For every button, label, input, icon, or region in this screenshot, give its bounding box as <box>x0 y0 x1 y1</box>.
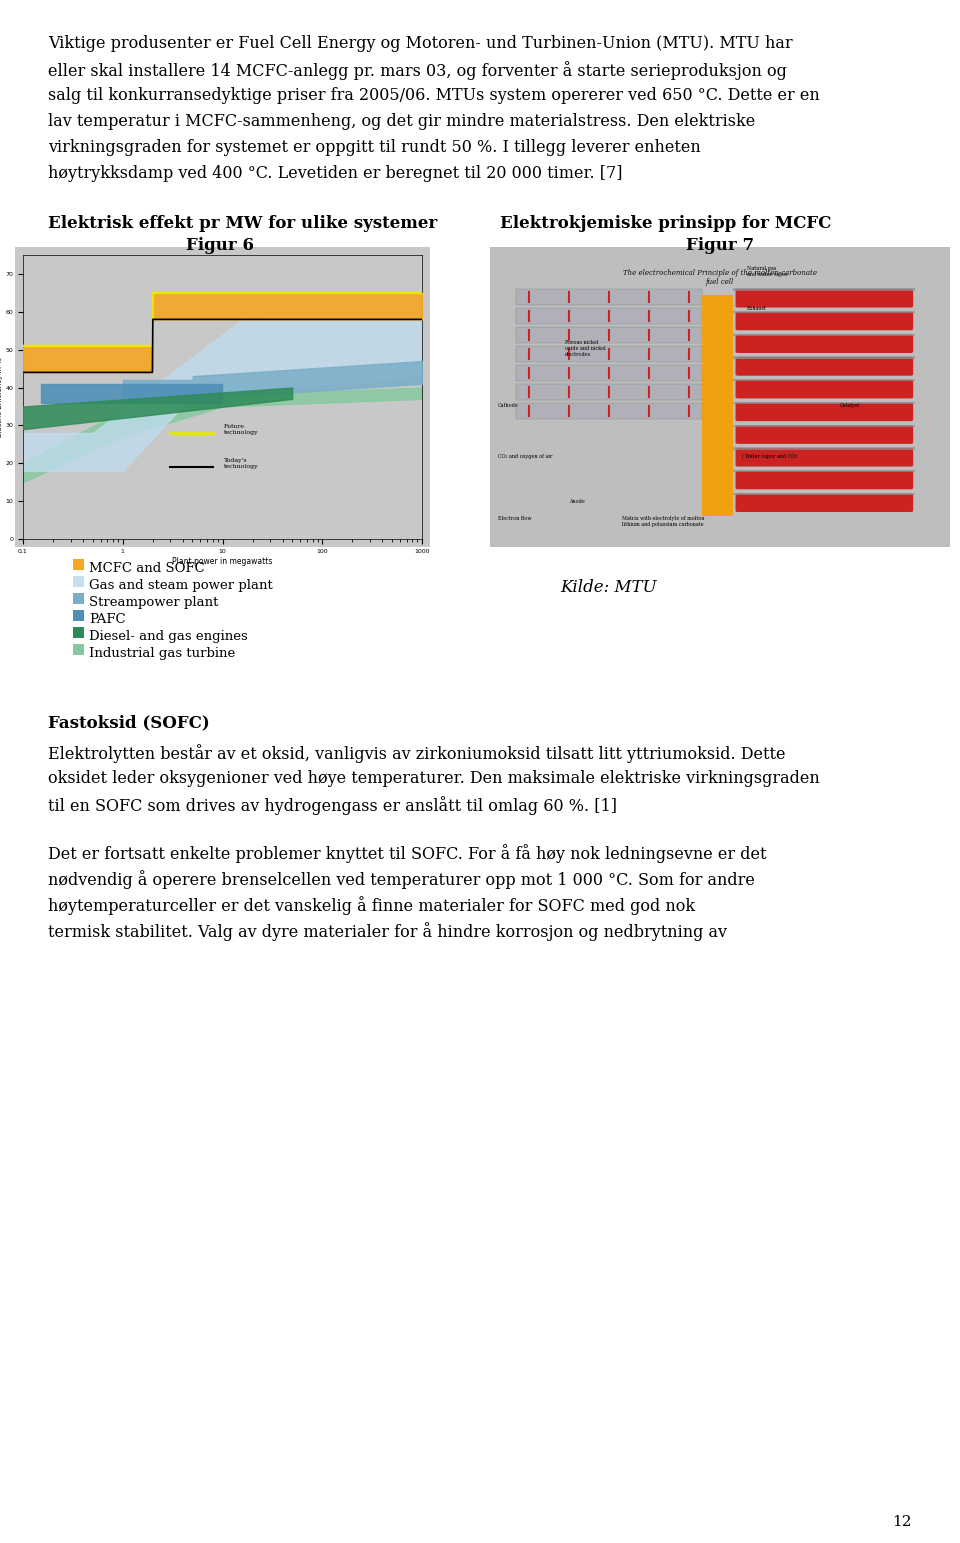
Text: Figur 7: Figur 7 <box>686 238 754 255</box>
FancyBboxPatch shape <box>516 289 703 304</box>
Text: MCFC and SOFC: MCFC and SOFC <box>89 562 204 576</box>
Bar <box>73 559 84 569</box>
FancyBboxPatch shape <box>735 447 913 466</box>
FancyBboxPatch shape <box>735 380 913 398</box>
Text: Industrial gas turbine: Industrial gas turbine <box>89 647 235 660</box>
Bar <box>15 247 430 548</box>
Text: Matrix with electrolyte of molten
lithium and potassium carbonate: Matrix with electrolyte of molten lithiu… <box>622 517 705 528</box>
Text: Future
technology: Future technology <box>225 424 259 435</box>
Bar <box>73 643 84 654</box>
Bar <box>733 492 916 495</box>
Text: Streampower plant: Streampower plant <box>89 596 218 609</box>
Bar <box>73 576 84 586</box>
Bar <box>703 295 733 517</box>
Text: The electrochemical Principle of the molten-carbonate
fuel cell: The electrochemical Principle of the mol… <box>623 268 817 287</box>
Text: Fastoksid (SOFC): Fastoksid (SOFC) <box>48 714 209 731</box>
Bar <box>73 626 84 637</box>
X-axis label: Plant power in megawatts: Plant power in megawatts <box>172 557 273 565</box>
Text: høytemperaturceller er det vanskelig å finne materialer for SOFC med god nok: høytemperaturceller er det vanskelig å f… <box>48 896 695 915</box>
Text: Today's
technology: Today's technology <box>225 458 259 469</box>
FancyBboxPatch shape <box>735 358 913 375</box>
Bar <box>733 424 916 427</box>
Text: høytrykksdamp ved 400 °C. Levetiden er beregnet til 20 000 timer. [7]: høytrykksdamp ved 400 °C. Levetiden er b… <box>48 165 622 182</box>
Bar <box>733 447 916 449</box>
Bar <box>490 247 950 548</box>
Text: salg til konkurransedyktige priser fra 2005/06. MTUs system opererer ved 650 °C.: salg til konkurransedyktige priser fra 2… <box>48 86 820 103</box>
Text: Elektrisk effekt pr MW for ulike systemer: Elektrisk effekt pr MW for ulike systeme… <box>48 214 437 231</box>
Text: til en SOFC som drives av hydrogengass er anslått til omlag 60 %. [1]: til en SOFC som drives av hydrogengass e… <box>48 796 617 815</box>
Text: Porous nickel
oxide and nickel
electrodes: Porous nickel oxide and nickel electrode… <box>564 339 606 356</box>
FancyBboxPatch shape <box>735 335 913 353</box>
FancyBboxPatch shape <box>516 309 703 324</box>
Text: Elektrokjemiske prinsipp for MCFC: Elektrokjemiske prinsipp for MCFC <box>500 214 831 231</box>
Text: termisk stabilitet. Valg av dyre materialer for å hindre korrosjon og nedbrytnin: termisk stabilitet. Valg av dyre materia… <box>48 923 727 941</box>
Text: PAFC: PAFC <box>89 613 126 626</box>
Text: Anode: Anode <box>569 500 585 505</box>
FancyBboxPatch shape <box>735 426 913 444</box>
Bar <box>733 401 916 404</box>
Text: Cathode: Cathode <box>498 403 518 407</box>
Text: | Water vapor and CO₂: | Water vapor and CO₂ <box>742 454 798 460</box>
Text: Diesel- and gas engines: Diesel- and gas engines <box>89 630 248 643</box>
FancyBboxPatch shape <box>516 327 703 343</box>
Text: Catalyst: Catalyst <box>840 403 860 407</box>
Bar <box>733 312 916 313</box>
Text: Exhaust: Exhaust <box>747 306 767 312</box>
FancyBboxPatch shape <box>735 312 913 330</box>
Bar <box>733 356 916 358</box>
Text: Gas and steam power plant: Gas and steam power plant <box>89 579 273 593</box>
FancyBboxPatch shape <box>516 384 703 400</box>
Text: lav temperatur i MCFC-sammenheng, og det gir mindre materialstress. Den elektris: lav temperatur i MCFC-sammenheng, og det… <box>48 113 756 130</box>
Bar <box>733 380 916 381</box>
FancyBboxPatch shape <box>735 403 913 421</box>
FancyBboxPatch shape <box>516 366 703 381</box>
Text: Electron flow: Electron flow <box>498 517 532 522</box>
Text: Figur 6: Figur 6 <box>186 238 254 255</box>
Text: nødvendig å operere brenselcellen ved temperaturer opp mot 1 000 °C. Som for and: nødvendig å operere brenselcellen ved te… <box>48 870 755 889</box>
Text: CO₂ and oxygen of air: CO₂ and oxygen of air <box>498 454 552 458</box>
Text: Viktige produsenter er Fuel Cell Energy og Motoren- und Turbinen-Union (MTU). MT: Viktige produsenter er Fuel Cell Energy … <box>48 35 793 52</box>
FancyBboxPatch shape <box>735 471 913 489</box>
Bar <box>733 471 916 472</box>
Text: Natural gas
and water vapor: Natural gas and water vapor <box>747 267 787 278</box>
FancyBboxPatch shape <box>735 494 913 512</box>
Y-axis label: Electric Efficiency in %: Electric Efficiency in % <box>0 356 3 437</box>
FancyBboxPatch shape <box>735 289 913 307</box>
FancyBboxPatch shape <box>516 346 703 361</box>
Text: Elektrolytten består av et oksid, vanligvis av zirkoniumoksid tilsatt litt yttri: Elektrolytten består av et oksid, vanlig… <box>48 744 785 762</box>
Text: Det er fortsatt enkelte problemer knyttet til SOFC. For å få høy nok ledningsevn: Det er fortsatt enkelte problemer knytte… <box>48 844 766 863</box>
Bar <box>733 333 916 336</box>
Text: Kilde: MTU: Kilde: MTU <box>560 579 657 596</box>
Text: oksidet leder oksygenioner ved høye temperaturer. Den maksimale elektriske virkn: oksidet leder oksygenioner ved høye temp… <box>48 770 820 787</box>
Bar <box>733 289 916 290</box>
Text: virkningsgraden for systemet er oppgitt til rundt 50 %. I tillegg leverer enhete: virkningsgraden for systemet er oppgitt … <box>48 139 701 156</box>
Text: 12: 12 <box>893 1515 912 1529</box>
FancyBboxPatch shape <box>516 403 703 418</box>
Bar <box>73 593 84 603</box>
Bar <box>73 609 84 620</box>
Text: eller skal installere 14 MCFC-anlegg pr. mars 03, og forventer å starte seriepro: eller skal installere 14 MCFC-anlegg pr.… <box>48 62 787 80</box>
